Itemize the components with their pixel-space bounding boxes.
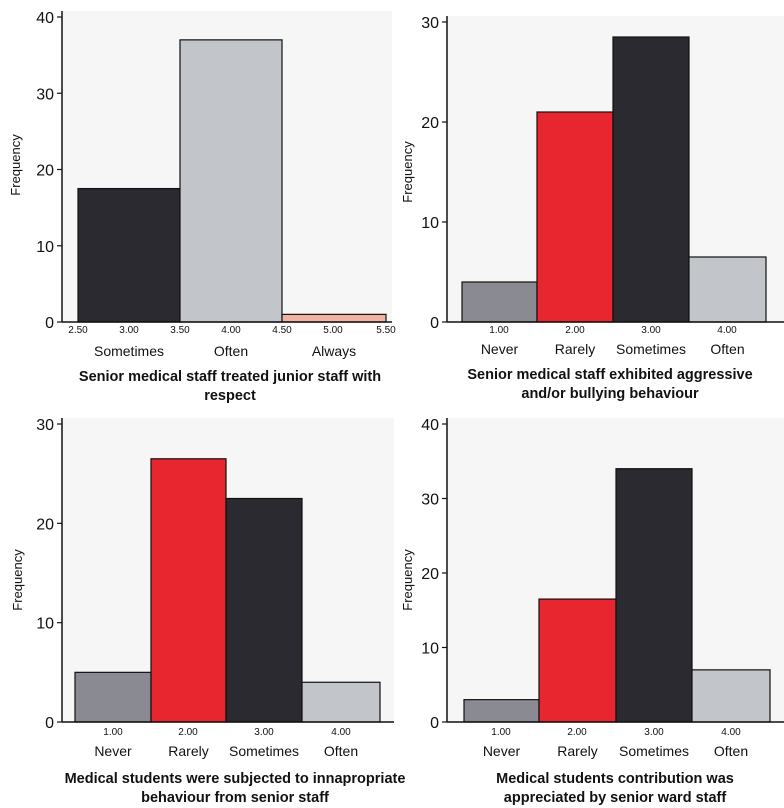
chart-1-category-2: Often [214,343,248,359]
chart-2-bar-4 [688,256,767,323]
chart-4-bar-1 [463,699,540,723]
chart-3-bar-4 [301,681,381,723]
chart-3-category-2: Rarely [168,743,208,759]
chart-1-x-tick-6: 5.00 [323,325,343,336]
chart-1-x-tick-7: 5.50 [376,325,396,336]
chart-2-x-tick-3: 3.00 [641,325,661,336]
chart-1-bar-2 [179,39,283,323]
chart-2-category-1: Never [481,341,519,357]
chart-2-y-label: Frequency [400,141,415,203]
chart-4-x-tick-2: 2.00 [567,727,587,738]
chart-1-y-tick-5: 40 [36,10,54,27]
chart-1-y-tick-3: 20 [36,163,54,180]
chart-1-x-tick-4: 4.00 [221,325,241,336]
chart-3-x-tick-2: 2.00 [178,727,198,738]
chart-4-y-tick-5: 40 [421,417,439,434]
chart-2-category-3: Sometimes [616,341,686,357]
chart-3-category-1: Never [94,743,132,759]
chart-4-title: Medical students contribution was apprec… [496,771,734,806]
chart-3-y-tick-3: 20 [36,516,54,533]
chart-3-bar-2 [150,458,227,723]
chart-4-bar-2 [538,598,617,723]
chart-1-bar-3 [281,313,387,323]
chart-2-x-tick-2: 2.00 [565,325,585,336]
chart-4-y-tick-4: 30 [421,492,439,509]
chart-1-x-tick-2: 3.00 [119,325,139,336]
chart-1-title: Senior medical staff treated junior staf… [78,369,382,404]
chart-4-bar-4 [691,669,771,723]
chart-4-x-tick-3: 3.00 [644,727,664,738]
chart-4-category-4: Often [714,743,748,759]
chart-3-title: Medical students were subjected to innap… [64,771,406,806]
chart-2-x-tick-4: 4.00 [717,325,737,336]
chart-3-x-tick-3: 3.00 [254,727,274,738]
chart-2-y-tick-1: 0 [430,315,439,332]
chart-3-x-tick-1: 1.00 [103,727,123,738]
chart-4-y-label: Frequency [400,549,415,611]
chart-3-bar-3 [225,497,303,723]
chart-3-y-tick-2: 10 [36,616,54,633]
chart-1-y-tick-1: 0 [45,315,54,332]
chart-3-category-4: Often [324,743,358,759]
chart-2-category-4: Often [710,341,744,357]
chart-4-y-tick-3: 20 [421,566,439,583]
chart-3-y-tick-4: 30 [36,417,54,434]
chart-4-category-3: Sometimes [619,743,689,759]
chart-2-title: Senior medical staff exhibited aggressiv… [467,367,753,402]
chart-3-y-tick-1: 0 [45,715,54,732]
chart-4-x-tick-4: 4.00 [721,727,741,738]
chart-2-bar-2 [536,111,614,323]
chart-1-y-tick-4: 30 [36,86,54,103]
chart-1-x-tick-5: 4.50 [272,325,292,336]
chart-1-x-tick-1: 2.50 [68,325,88,336]
chart-4-bar-3 [615,468,693,723]
chart-1-x-tick-3: 3.50 [170,325,190,336]
chart-1-category-3: Always [312,343,356,359]
chart-4-y-tick-2: 10 [421,641,439,658]
chart-2-bar-3 [612,36,690,323]
chart-3-x-tick-4: 4.00 [331,727,351,738]
chart-3-bar-1 [74,671,152,723]
chart-2-y-tick-3: 20 [421,115,439,132]
chart-4-category-2: Rarely [557,743,597,759]
chart-3-y-label: Frequency [10,549,25,611]
chart-2-category-2: Rarely [555,341,595,357]
chart-4-category-1: Never [483,743,521,759]
chart-2-y-tick-2: 10 [421,215,439,232]
chart-4-y-tick-1: 0 [430,715,439,732]
chart-1-y-label: Frequency [8,134,23,196]
chart-1-bar-1 [77,187,181,323]
chart-1-y-tick-2: 10 [36,239,54,256]
chart-2-y-tick-4: 30 [421,15,439,32]
chart-1-category-1: Sometimes [94,343,164,359]
chart-4-x-tick-1: 1.00 [491,727,511,738]
chart-3-category-3: Sometimes [229,743,299,759]
chart-2-bar-1 [461,281,538,323]
chart-2-x-tick-1: 1.00 [489,325,509,336]
